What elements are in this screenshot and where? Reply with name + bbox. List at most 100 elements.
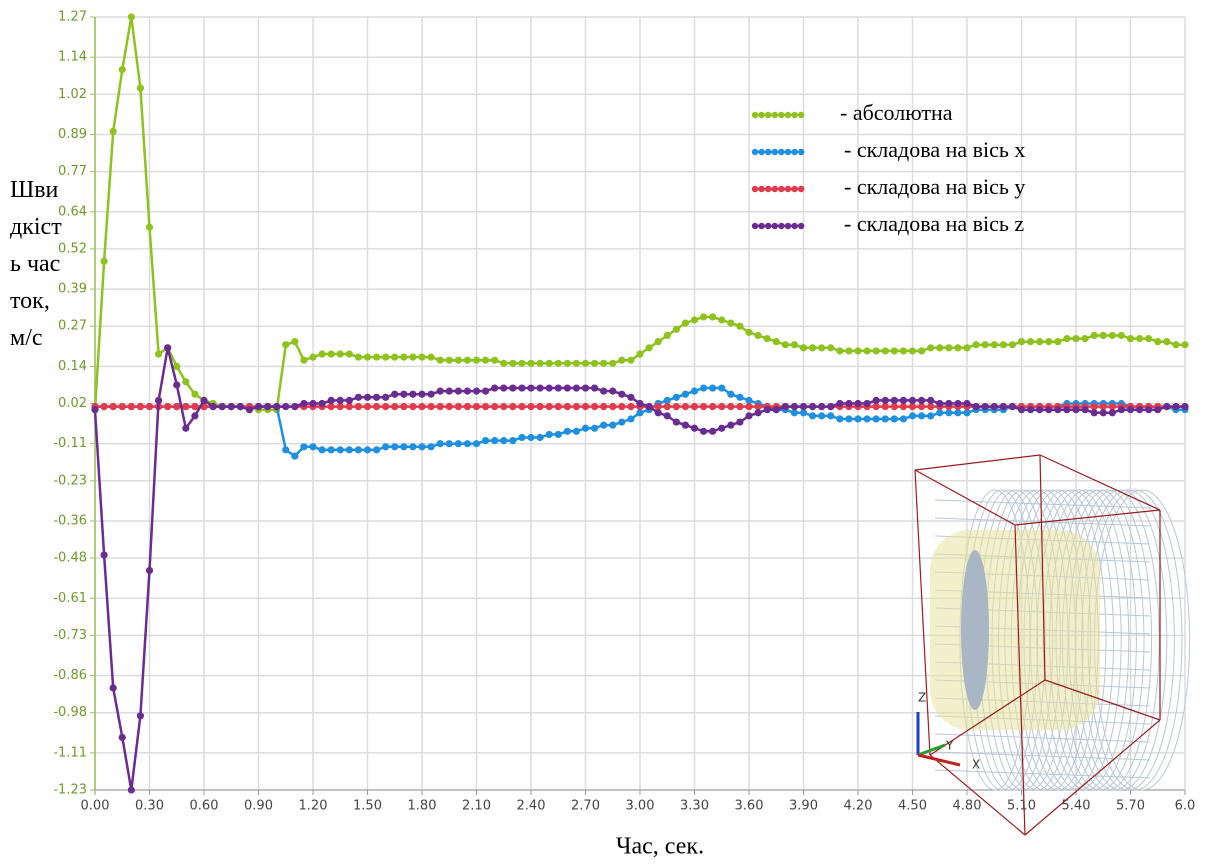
data-point: [1163, 403, 1170, 410]
data-point: [882, 397, 889, 404]
data-point: [736, 403, 743, 410]
data-point: [600, 422, 607, 429]
data-point: [736, 323, 743, 330]
data-point: [500, 403, 507, 410]
data-point: [500, 384, 507, 391]
y-tick-label: 0.02: [58, 396, 87, 411]
data-point: [437, 357, 444, 364]
data-point: [655, 403, 662, 410]
data-point: [954, 344, 961, 351]
legend-dot: [798, 149, 804, 155]
data-point: [555, 403, 562, 410]
data-point: [382, 394, 389, 401]
data-point: [718, 403, 725, 410]
data-point: [137, 712, 144, 719]
data-point: [936, 344, 943, 351]
data-point: [100, 551, 107, 558]
data-point: [1063, 406, 1070, 413]
legend-dot: [752, 223, 758, 229]
data-point: [600, 388, 607, 395]
data-point: [818, 344, 825, 351]
data-point: [927, 412, 934, 419]
legend-dot: [791, 186, 797, 192]
data-point: [455, 388, 462, 395]
data-point: [546, 384, 553, 391]
data-point: [155, 350, 162, 357]
data-point: [800, 409, 807, 416]
data-point: [509, 403, 516, 410]
x-tick-label: 3.90: [789, 799, 818, 814]
data-point: [1045, 406, 1052, 413]
data-point: [573, 360, 580, 367]
y-tick-label: -0.23: [53, 473, 87, 488]
x-tick-label: 3.30: [680, 799, 709, 814]
data-point: [1109, 409, 1116, 416]
data-point: [809, 412, 816, 419]
data-point: [664, 332, 671, 339]
data-point: [609, 388, 616, 395]
data-point: [455, 357, 462, 364]
data-point: [773, 406, 780, 413]
data-point: [409, 391, 416, 398]
data-point: [1136, 335, 1143, 342]
data-point: [627, 357, 634, 364]
data-point: [636, 409, 643, 416]
data-point: [291, 403, 298, 410]
data-point: [764, 335, 771, 342]
legend-label: - складова на вісь z: [844, 211, 1024, 236]
data-point: [591, 425, 598, 432]
data-point: [900, 415, 907, 422]
legend-dot: [765, 223, 771, 229]
data-point: [518, 434, 525, 441]
data-point: [918, 397, 925, 404]
data-point: [1027, 406, 1034, 413]
data-point: [618, 418, 625, 425]
data-point: [382, 403, 389, 410]
data-point: [1145, 406, 1152, 413]
data-point: [364, 446, 371, 453]
data-point: [954, 400, 961, 407]
data-point: [682, 391, 689, 398]
legend-dot: [752, 186, 758, 192]
legend-dot: [798, 112, 804, 118]
data-point: [591, 360, 598, 367]
data-point: [945, 400, 952, 407]
y-tick-label: -0.36: [53, 513, 87, 528]
legend-label: - складова на вісь y: [844, 174, 1025, 199]
y-tick-label: -1.23: [53, 783, 87, 798]
data-point: [482, 357, 489, 364]
data-point: [673, 418, 680, 425]
data-point: [482, 388, 489, 395]
data-point: [300, 400, 307, 407]
data-point: [918, 347, 925, 354]
data-point: [146, 567, 153, 574]
data-point: [609, 422, 616, 429]
data-point: [546, 360, 553, 367]
data-point: [446, 388, 453, 395]
data-point: [382, 443, 389, 450]
x-axis-label: Час, сек.: [616, 834, 704, 860]
data-point: [173, 381, 180, 388]
data-point: [564, 403, 571, 410]
data-point: [845, 347, 852, 354]
data-point: [309, 354, 316, 361]
legend-dot: [791, 223, 797, 229]
data-point: [573, 384, 580, 391]
data-point: [155, 397, 162, 404]
data-point: [237, 403, 244, 410]
data-point: [936, 400, 943, 407]
legend-dot: [785, 112, 791, 118]
data-point: [400, 354, 407, 361]
data-point: [873, 415, 880, 422]
data-point: [854, 415, 861, 422]
data-point: [309, 443, 316, 450]
data-point: [273, 403, 280, 410]
data-point: [991, 341, 998, 348]
data-point: [727, 320, 734, 327]
data-point: [1154, 338, 1161, 345]
data-point: [418, 403, 425, 410]
data-point: [809, 344, 816, 351]
x-tick-label: 0.30: [135, 799, 164, 814]
data-point: [427, 403, 434, 410]
inset-image: ZYX: [915, 455, 1190, 835]
